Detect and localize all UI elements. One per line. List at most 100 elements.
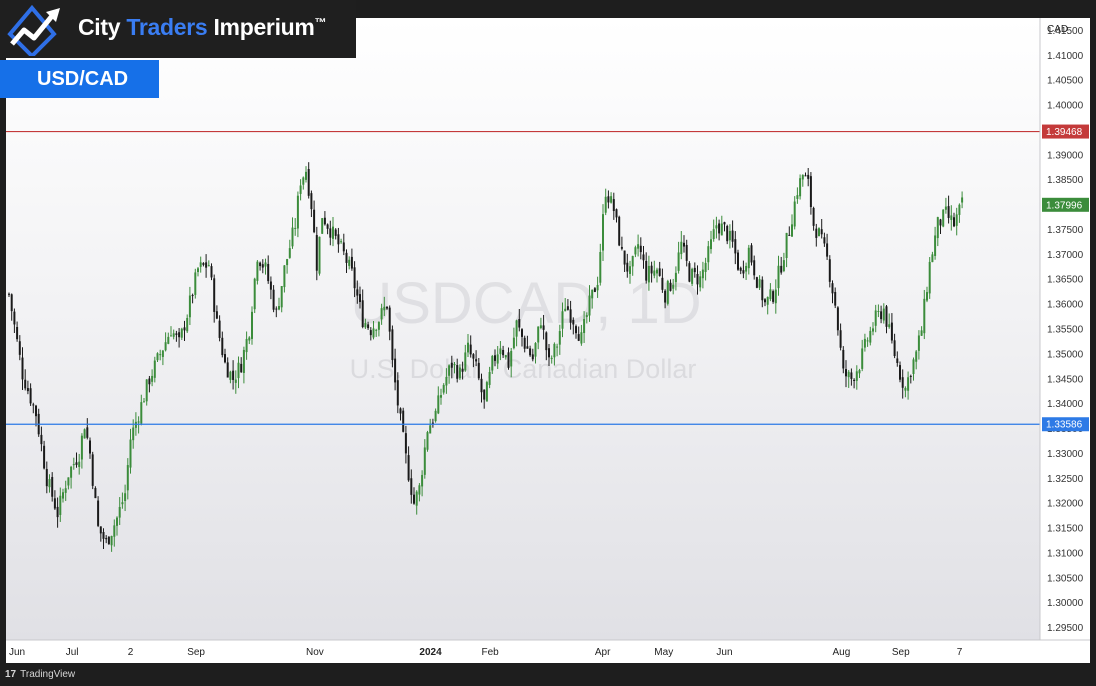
candle-body: [407, 455, 410, 481]
candle: [591, 289, 594, 309]
candle-body: [140, 402, 143, 424]
candle-body: [896, 358, 899, 363]
candle-body: [440, 395, 442, 398]
candle-body: [194, 272, 197, 295]
candle-body: [866, 340, 869, 342]
candle: [842, 346, 845, 374]
candle-body: [251, 311, 253, 339]
candle: [299, 179, 302, 201]
candle-body: [288, 248, 291, 258]
candle: [137, 416, 140, 434]
price-chart[interactable]: USDCAD, 1D U.S. Dollar / Canadian Dollar C…: [6, 18, 1090, 663]
candle-body: [191, 295, 194, 297]
candle-body: [86, 427, 89, 438]
candle: [332, 216, 334, 247]
candle: [737, 249, 739, 271]
candle: [410, 469, 413, 504]
candle-body: [137, 421, 140, 423]
candle: [699, 271, 702, 292]
candle-body: [413, 494, 415, 504]
candle: [45, 461, 48, 494]
candle-body: [548, 348, 550, 358]
candle: [823, 232, 826, 247]
candle: [453, 362, 456, 374]
candle: [647, 255, 650, 291]
candle: [145, 379, 148, 406]
candle: [153, 356, 156, 383]
candle: [434, 408, 437, 423]
candle: [218, 315, 221, 342]
candle-body: [267, 263, 270, 282]
time-scale: [6, 640, 1090, 663]
candle-body: [197, 268, 199, 273]
candle: [48, 474, 51, 493]
candle: [175, 330, 178, 342]
candle: [961, 191, 964, 209]
candle-body: [178, 332, 181, 338]
candle: [645, 252, 648, 284]
candle-body: [356, 289, 359, 296]
y-tick-label: 1.40000: [1047, 101, 1084, 112]
candle: [791, 214, 793, 237]
candle: [353, 261, 356, 298]
y-tick-label: 1.31000: [1047, 548, 1084, 559]
candle: [480, 373, 483, 403]
candle-body: [534, 343, 537, 357]
candle: [396, 372, 399, 414]
candle-body: [710, 239, 712, 250]
candle-body: [950, 215, 953, 220]
candle: [826, 233, 829, 260]
candle-body: [97, 500, 100, 526]
candle: [942, 209, 945, 228]
candle: [483, 389, 486, 409]
candle-body: [8, 293, 10, 295]
candle: [529, 345, 532, 357]
candle: [534, 342, 537, 364]
candle-body: [882, 308, 885, 321]
candle-body: [429, 425, 432, 434]
candle-body: [399, 408, 402, 414]
candle: [164, 332, 167, 352]
candle-body: [907, 377, 910, 391]
candle-body: [699, 276, 702, 288]
candle-body: [691, 268, 694, 284]
tradingview-logo[interactable]: 17 TradingView: [5, 669, 76, 680]
candle: [577, 326, 580, 342]
candle: [377, 321, 380, 337]
candle-body: [788, 234, 791, 236]
candle: [907, 371, 910, 400]
y-tick-label: 1.33000: [1047, 449, 1084, 460]
candle-body: [248, 337, 251, 341]
candle: [666, 279, 669, 306]
candle-body: [375, 329, 378, 331]
candle-body: [785, 232, 788, 258]
candle: [97, 496, 100, 528]
candle-body: [380, 308, 383, 320]
candle-body: [537, 326, 540, 343]
candle-body: [13, 311, 16, 325]
chart-area[interactable]: USDCAD, 1D U.S. Dollar / Canadian Dollar C…: [6, 18, 1090, 663]
price-scale: [1040, 18, 1090, 663]
candle-body: [858, 370, 861, 374]
candle-body: [623, 250, 626, 265]
candle: [701, 261, 704, 289]
candle: [604, 188, 607, 216]
last-price-label: 1.37996: [1046, 200, 1083, 211]
candle-body: [313, 209, 316, 233]
candle-body: [59, 495, 62, 515]
candle: [623, 250, 626, 272]
candle-body: [124, 493, 127, 502]
candle-body: [132, 427, 135, 441]
candle: [415, 490, 418, 515]
candle: [442, 383, 445, 395]
candle-body: [350, 256, 353, 269]
candle: [782, 252, 785, 273]
candle-body: [483, 389, 486, 400]
candle-body: [32, 404, 35, 406]
candle: [612, 192, 615, 220]
candle: [275, 306, 278, 318]
candle: [893, 333, 896, 359]
candle-body: [647, 265, 650, 283]
candle-body: [215, 311, 218, 319]
candle-body: [556, 346, 559, 348]
